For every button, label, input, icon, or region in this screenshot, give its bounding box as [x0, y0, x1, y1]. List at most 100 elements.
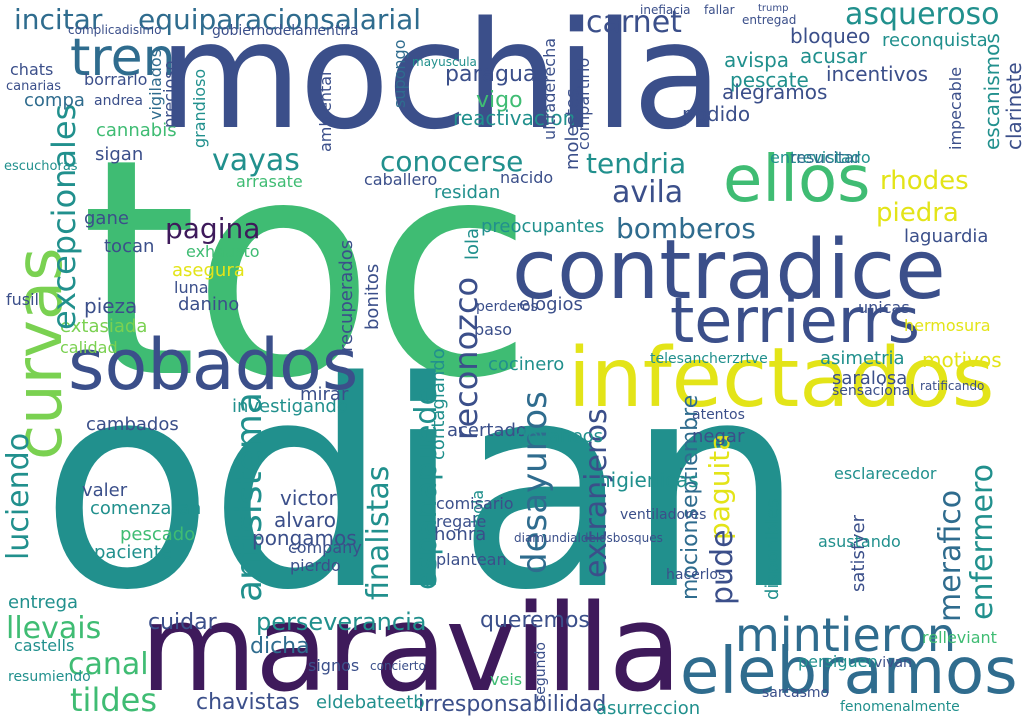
- word: luna: [174, 278, 209, 297]
- word: lola: [462, 227, 483, 260]
- word: contradice: [512, 223, 946, 318]
- word: higienicas: [598, 468, 699, 492]
- word: valer: [82, 480, 128, 501]
- word: hacerlos: [666, 567, 726, 583]
- word: equiparacionsalarial: [138, 3, 422, 36]
- word: victor: [280, 486, 337, 510]
- word: infectados: [568, 331, 995, 426]
- word: ultraderecha: [540, 37, 559, 140]
- word: asqueroso: [845, 0, 1000, 32]
- word: pieza: [84, 294, 138, 318]
- word: acertado: [447, 420, 527, 441]
- word: eldebateetb: [316, 692, 425, 713]
- word: gane: [84, 208, 129, 229]
- word: alvaro: [274, 508, 336, 532]
- word: finalistas: [361, 465, 396, 600]
- word: precioso: [160, 60, 179, 128]
- word: chats: [10, 60, 54, 79]
- word: unicas: [858, 298, 910, 317]
- word: mochila: [158, 0, 723, 162]
- word: fallar: [704, 3, 735, 17]
- word: reconquista: [882, 30, 988, 51]
- word: resumiendo: [8, 669, 91, 685]
- word: mintieron: [735, 608, 957, 662]
- word: trump: [758, 3, 789, 14]
- word: asustando: [818, 532, 901, 551]
- word: terrierrs: [670, 284, 920, 357]
- word: plantean: [436, 550, 507, 569]
- word: vigo: [476, 88, 523, 113]
- word: sigan: [95, 144, 144, 165]
- word: asurreccion: [596, 698, 701, 719]
- word: perderos: [476, 299, 538, 315]
- word: veis: [490, 670, 523, 689]
- word: devaneos: [516, 426, 604, 447]
- word: comisario: [436, 494, 514, 513]
- word: clarinete: [1002, 62, 1024, 150]
- word: podido: [682, 102, 751, 126]
- word: fusil: [6, 290, 39, 309]
- word: compa: [24, 90, 85, 111]
- word: saralosa: [832, 368, 908, 389]
- word: tren: [70, 28, 176, 88]
- word: supongo: [390, 39, 409, 108]
- word: calidad: [60, 338, 118, 357]
- word: inefiacia: [640, 3, 691, 17]
- word: residan: [434, 182, 501, 203]
- word: conocerse: [380, 145, 524, 178]
- word: sobados: [68, 324, 359, 406]
- word: satisfyer: [848, 515, 869, 592]
- word: luciendo: [1, 432, 36, 560]
- word: chavistas: [196, 690, 300, 715]
- word: entrevistado: [770, 148, 871, 167]
- word: gobiernodelamentira: [212, 23, 359, 39]
- word: entrega: [8, 592, 79, 613]
- word: asegura: [172, 260, 245, 281]
- word: telesancherzrtve: [650, 351, 768, 367]
- word: bloqueo: [790, 24, 871, 48]
- word: atentos: [692, 407, 745, 423]
- word: recuperados: [336, 239, 357, 352]
- word: preocupantes: [481, 216, 605, 237]
- word: canarias: [6, 79, 62, 94]
- word: caballero: [364, 170, 438, 189]
- word: hermosura: [904, 316, 991, 335]
- word: irresponsabilidad: [418, 692, 607, 717]
- word: mirar: [300, 384, 349, 405]
- word: grandioso: [190, 68, 209, 148]
- word: dicha: [250, 634, 310, 659]
- word: contagiando: [428, 348, 449, 460]
- word: persiguen: [798, 652, 878, 671]
- word: pagina: [165, 212, 261, 245]
- word: elogios: [519, 294, 583, 315]
- word: escuchoras: [4, 159, 78, 174]
- word: paraguas: [445, 62, 548, 87]
- word: avispa: [724, 48, 790, 72]
- word: disponibles: [762, 498, 783, 600]
- word: antisistema: [229, 392, 270, 602]
- word: merafico: [933, 489, 968, 622]
- word: diamundialdelosbosques: [514, 531, 663, 545]
- word: negar: [692, 426, 745, 447]
- word: toc: [80, 95, 534, 444]
- word: danino: [178, 294, 240, 315]
- word: exhausto: [186, 242, 260, 261]
- word: excepcionales: [45, 103, 83, 330]
- word: concierto: [370, 659, 426, 673]
- word: enfermero: [965, 463, 1000, 620]
- word: acusar: [800, 44, 867, 68]
- word: relleviant: [922, 628, 997, 647]
- word: vayas: [212, 143, 300, 178]
- word: tildes: [70, 681, 157, 719]
- word: entregad: [742, 13, 797, 27]
- word: perseverancia: [256, 608, 427, 636]
- word: ratificando: [920, 379, 985, 393]
- word: molestes: [562, 88, 583, 170]
- word: pierdo: [290, 556, 341, 575]
- word: llevais: [6, 611, 102, 646]
- word: alegramos: [722, 80, 828, 104]
- word: incentivos: [826, 62, 929, 86]
- word: arrasate: [236, 172, 303, 191]
- word: investigando: [232, 396, 348, 417]
